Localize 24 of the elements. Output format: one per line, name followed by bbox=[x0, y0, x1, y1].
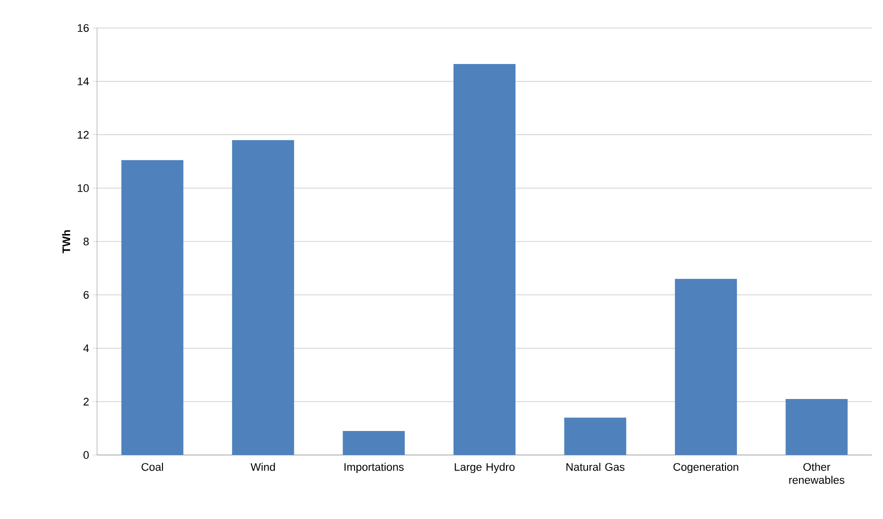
bar bbox=[454, 64, 516, 455]
y-tick-label: 16 bbox=[78, 24, 89, 32]
bar bbox=[232, 140, 294, 455]
y-tick-label: 2 bbox=[84, 398, 89, 406]
bar bbox=[674, 278, 737, 455]
x-tick-label: Large Hydro bbox=[454, 462, 515, 474]
x-tick-label: Other renewables bbox=[789, 462, 844, 484]
y-tick-label: 14 bbox=[78, 78, 89, 86]
x-tick-label: Wind bbox=[250, 462, 275, 471]
x-tick-label: Natural Gas bbox=[566, 462, 624, 471]
y-tick-label: 4 bbox=[83, 344, 89, 352]
y-tick-label: 6 bbox=[84, 290, 89, 299]
bar bbox=[342, 430, 405, 455]
x-tick-label: Cogeneration bbox=[673, 462, 738, 474]
y-tick-label: 0 bbox=[84, 451, 89, 459]
x-tick-label: Importations bbox=[344, 462, 404, 474]
bar bbox=[786, 398, 848, 455]
bar bbox=[121, 160, 184, 455]
y-tick-label: 12 bbox=[78, 130, 89, 139]
y-axis-title: TWh bbox=[62, 230, 70, 254]
x-tick-label: Coal bbox=[142, 462, 163, 471]
y-tick-label: 8 bbox=[84, 238, 89, 246]
y-tick-label: 10 bbox=[78, 184, 89, 192]
bar bbox=[564, 418, 626, 455]
